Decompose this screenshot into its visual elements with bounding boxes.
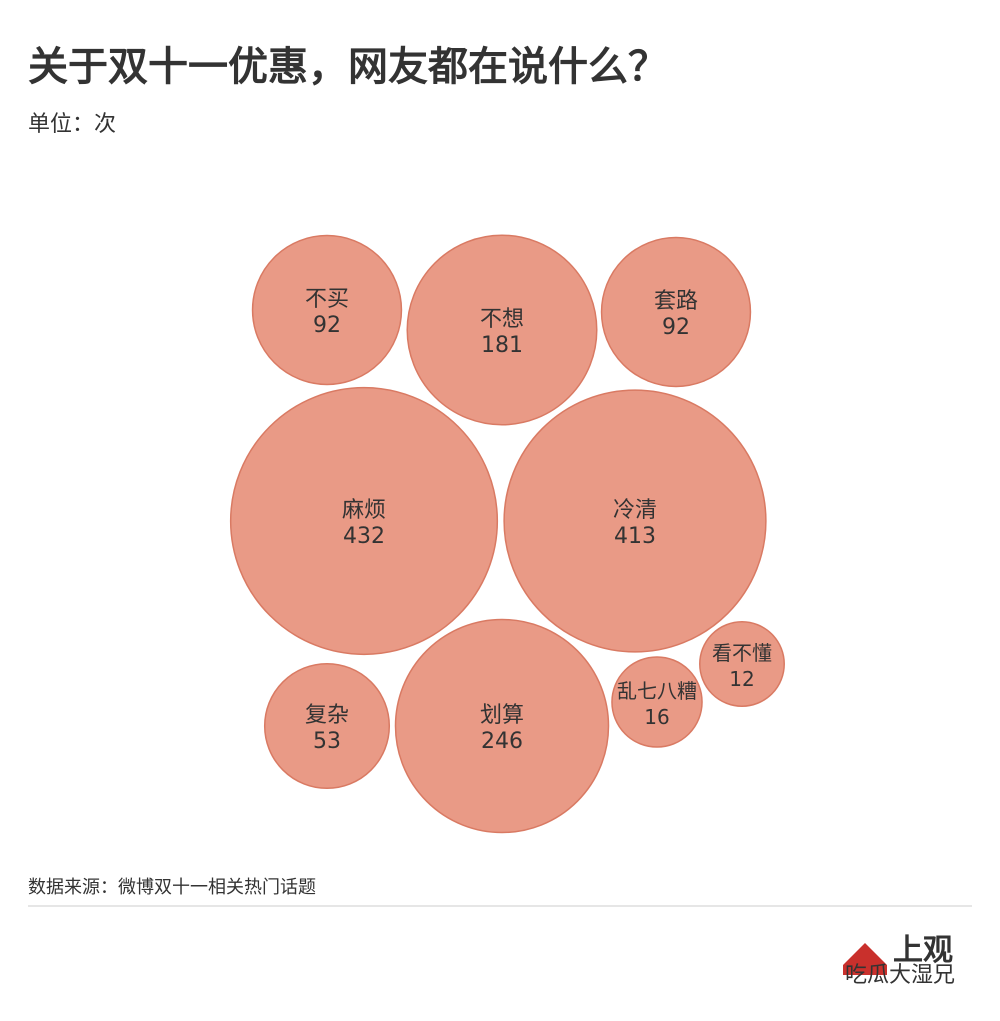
bubble-value-label: 12 <box>729 667 754 691</box>
bubble-category-label: 不想 <box>480 307 524 332</box>
chart-title: 关于双十一优惠，网友都在说什么？ <box>28 44 668 90</box>
bubble-category-label: 看不懂 <box>712 641 772 665</box>
bubble <box>699 621 785 707</box>
bubble <box>406 234 598 426</box>
bubble-category-label: 划算 <box>480 703 524 728</box>
bubble <box>394 618 610 834</box>
bubble-value-label: 92 <box>662 315 690 340</box>
bubble <box>600 236 752 388</box>
bubble <box>503 389 767 653</box>
bubble-category-label: 套路 <box>654 289 698 314</box>
bubble-value-label: 92 <box>313 313 341 338</box>
bubble-value-label: 413 <box>614 524 656 549</box>
bubble-category-label: 不买 <box>305 287 349 312</box>
watermark: 吃瓜大湿兄 <box>845 963 955 988</box>
source-note: 数据来源：微博双十一相关热门话题 <box>28 877 316 898</box>
logo: 上观 吃瓜大湿兄 <box>843 933 955 988</box>
bubble <box>611 656 703 748</box>
bubble-value-label: 16 <box>644 705 669 729</box>
bubble-value-label: 181 <box>481 333 523 358</box>
bubble-category-label: 复杂 <box>305 703 349 728</box>
bubble <box>263 662 391 790</box>
bubble-value-label: 432 <box>343 524 385 549</box>
bubble <box>229 386 499 656</box>
bubble-value-label: 246 <box>481 729 523 754</box>
chart-subtitle: 单位：次 <box>28 112 116 137</box>
bubble-category-label: 冷清 <box>613 498 657 523</box>
logo-icon <box>843 943 887 975</box>
logo-text: 上观 <box>893 933 953 968</box>
bubble-category-label: 乱七八糟 <box>617 679 697 703</box>
bubble-value-label: 53 <box>313 729 341 754</box>
bubble-category-label: 麻烦 <box>342 498 386 523</box>
bubble <box>251 234 403 386</box>
